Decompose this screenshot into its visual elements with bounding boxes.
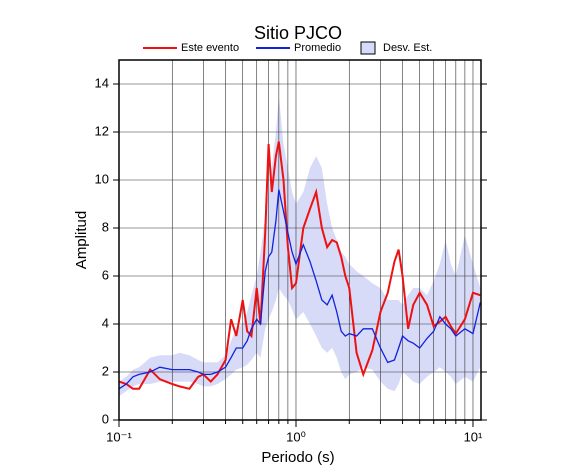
x-axis-label: Periodo (s): [261, 449, 334, 466]
y-tick-label: 2: [102, 363, 109, 378]
x-tick-label: 10⁰: [286, 429, 306, 444]
legend-label: Promedio: [294, 42, 341, 54]
y-axis-label: Amplitud: [73, 211, 90, 269]
x-tick-label: 10⁻¹: [106, 429, 132, 444]
legend-label: Este evento: [181, 42, 239, 54]
y-tick-label: 10: [95, 171, 109, 186]
y-tick-label: 0: [102, 411, 109, 426]
y-tick-label: 4: [102, 315, 109, 330]
plot-frame: [118, 59, 482, 421]
series-line: [118, 189, 481, 390]
legend-label: Desv. Est.: [383, 42, 432, 54]
legend-swatch: [360, 41, 376, 55]
std-band: [119, 96, 481, 396]
y-tick-label: 14: [95, 75, 109, 90]
y-tick-label: 6: [102, 267, 109, 282]
y-tick-label: 8: [102, 219, 109, 234]
chart-title: Sitio PJCO: [254, 23, 342, 43]
y-tick-label: 12: [95, 123, 109, 138]
x-tick-label: 10¹: [464, 429, 483, 444]
